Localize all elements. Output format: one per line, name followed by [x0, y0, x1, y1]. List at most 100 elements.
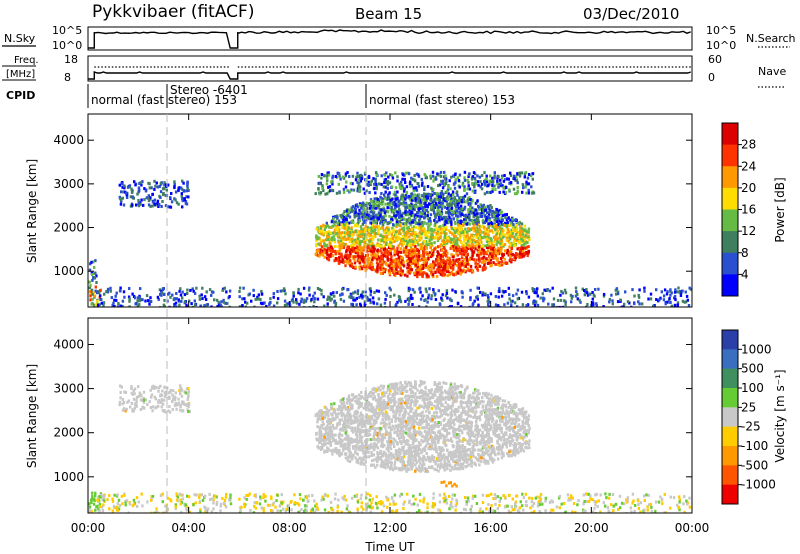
power-cell — [521, 232, 524, 236]
power-cell — [283, 299, 287, 303]
power-cell — [143, 198, 146, 202]
power-cell — [477, 245, 481, 249]
power-cell — [205, 290, 208, 294]
power-cell — [490, 222, 494, 226]
power-cell — [173, 302, 176, 306]
power-cell — [288, 301, 292, 305]
power-cell — [149, 204, 152, 208]
power-cell — [467, 208, 470, 212]
power-cell — [125, 196, 129, 199]
power-cell — [363, 211, 367, 215]
power-cell — [516, 181, 519, 185]
power-cell — [390, 258, 394, 262]
power-cell — [362, 214, 366, 218]
power-cell — [423, 216, 426, 220]
power-cell — [361, 222, 364, 226]
power-cell — [313, 300, 316, 304]
power-cell — [619, 298, 622, 302]
power-cell — [480, 187, 484, 191]
power-cell — [399, 268, 403, 272]
power-cell — [487, 235, 490, 239]
power-cell — [327, 232, 331, 236]
power-cell — [474, 244, 477, 248]
power-cell — [409, 262, 413, 265]
power-cell — [516, 186, 519, 189]
power-cell — [559, 298, 563, 302]
power-cell — [367, 184, 370, 187]
power-cell — [525, 180, 528, 184]
power-cell — [456, 301, 460, 305]
power-cell — [511, 299, 514, 303]
power-cell — [335, 250, 339, 254]
power-cell — [458, 196, 461, 200]
power-cell — [292, 300, 295, 304]
power-cell — [397, 231, 401, 235]
power-cell — [339, 221, 343, 225]
power-cell — [331, 224, 335, 228]
power-cell — [353, 224, 357, 228]
power-cell — [374, 191, 377, 195]
power-cell — [488, 191, 491, 194]
power-cell — [428, 268, 431, 272]
power-cell — [466, 234, 469, 238]
power-cell — [158, 288, 162, 292]
power-cell — [142, 203, 145, 207]
power-cell — [422, 202, 425, 206]
power-cell — [105, 290, 108, 294]
power-cell — [392, 265, 395, 269]
power-cell — [319, 243, 322, 247]
power-cell — [497, 209, 501, 213]
power-cell — [461, 231, 465, 234]
power-cell — [356, 171, 359, 175]
power-cell — [333, 240, 337, 244]
power-cell — [446, 197, 450, 201]
power-cell — [458, 238, 461, 241]
power-cell — [430, 294, 433, 298]
power-cell — [685, 294, 689, 298]
power-cell — [481, 247, 484, 251]
power-cell — [380, 201, 384, 205]
power-cell — [370, 226, 373, 230]
power-cell — [397, 244, 400, 248]
power-cell — [494, 254, 498, 258]
power-cell — [302, 300, 306, 304]
power-cell — [358, 219, 361, 223]
power-cell — [461, 259, 464, 263]
power-cell — [477, 183, 480, 187]
power-cell — [457, 247, 461, 251]
power-cell — [356, 239, 360, 243]
power-cell — [504, 215, 507, 219]
power-cell — [471, 226, 475, 230]
power-cell — [136, 299, 139, 303]
power-cell — [502, 235, 505, 239]
power-cell — [358, 245, 362, 249]
power-cell — [443, 269, 446, 273]
power-cell — [474, 247, 477, 251]
power-cell — [397, 235, 400, 239]
power-cell — [372, 256, 375, 260]
power-cell — [241, 297, 244, 301]
power-cell — [389, 249, 392, 253]
power-cell — [463, 238, 466, 242]
power-cell — [175, 305, 178, 307]
cpid-panel: CPID normal (fast stereo) 153 Stereo -64… — [6, 83, 515, 108]
power-cell — [200, 293, 203, 297]
power-cell — [404, 197, 407, 201]
power-cell — [479, 251, 483, 255]
power-cell — [411, 288, 415, 292]
power-cell — [212, 290, 215, 294]
power-cell — [340, 260, 343, 264]
power-cell — [221, 288, 224, 292]
power-cell — [402, 217, 406, 221]
power-cell — [591, 301, 595, 305]
power-cell — [394, 171, 397, 175]
power-cell — [379, 259, 382, 263]
power-cell — [320, 292, 323, 296]
power-cell — [492, 252, 495, 256]
power-cell — [336, 216, 339, 220]
power-cell — [409, 254, 412, 258]
cpid-segment-2: Stereo -6401 — [170, 83, 248, 97]
power-cell — [527, 173, 531, 176]
power-cell — [369, 241, 372, 245]
power-cell — [391, 237, 395, 240]
